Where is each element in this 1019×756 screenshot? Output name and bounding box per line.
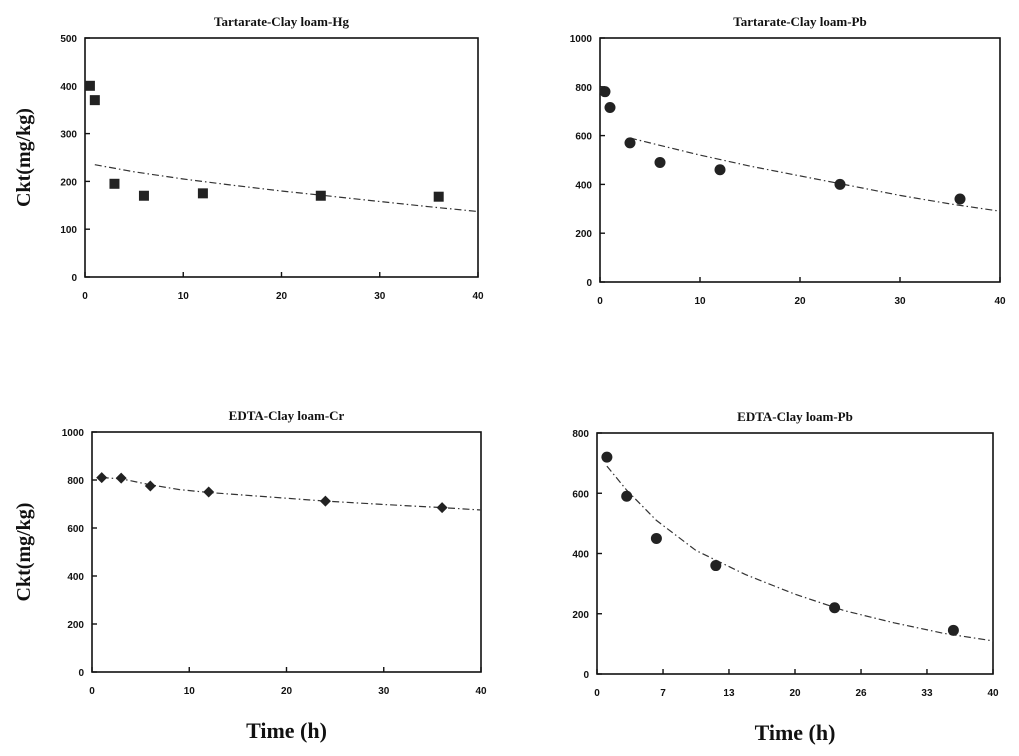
chart-title: Tartarate-Clay loam-Hg [214, 14, 349, 29]
data-point [203, 486, 215, 498]
x-tick-label: 0 [597, 296, 603, 307]
x-tick-label: 26 [855, 688, 867, 699]
y-tick-label: 1000 [62, 428, 85, 439]
x-tick-label: 40 [472, 291, 484, 302]
x-tick-label: 20 [794, 296, 806, 307]
x-tick-label: 33 [921, 688, 933, 699]
x-tick-label: 10 [184, 686, 196, 697]
data-point [601, 451, 613, 463]
y-tick-label: 600 [575, 132, 592, 143]
y-tick-label: 800 [67, 476, 84, 487]
data-point [829, 602, 841, 614]
x-tick-label: 30 [374, 291, 386, 302]
fit-curve [101, 477, 482, 511]
data-point [197, 188, 208, 199]
x-tick-label: 10 [694, 296, 706, 307]
x-tick-label: 13 [723, 688, 735, 699]
data-point [138, 190, 149, 201]
x-tick-label: 40 [994, 296, 1006, 307]
data-point [834, 178, 846, 190]
x-tick-label: 40 [475, 686, 487, 697]
chart-title: EDTA-Clay loam-Cr [229, 408, 345, 423]
x-tick-label: 7 [660, 688, 666, 699]
y-tick-label: 0 [586, 278, 592, 289]
y-tick-label: 800 [572, 429, 589, 440]
x-axis-label: Time (h) [755, 720, 836, 745]
chart-title: Tartarate-Clay loam-Pb [733, 14, 866, 29]
chart-panel-2: Tartarate-Clay loam-Pb 0 200 400 600 800 1000 0… [570, 14, 1006, 307]
data-point [115, 472, 127, 484]
x-tick-label: 10 [178, 291, 190, 302]
data-point [621, 490, 633, 502]
fit-curve [94, 164, 479, 213]
y-tick-label: 200 [60, 177, 77, 188]
y-tick-label: 400 [60, 82, 77, 93]
data-point [710, 560, 722, 572]
chart-panel-1: Tartarate-Clay loam-Hg 0 100 200 300 400 500 0 1… [13, 14, 484, 302]
fit-curve [606, 465, 994, 642]
y-tick-label: 800 [575, 83, 592, 94]
x-tick-label: 30 [378, 686, 390, 697]
y-tick-label: 400 [572, 550, 589, 561]
plot-frame [596, 432, 994, 675]
data-point [144, 480, 156, 492]
data-point [604, 102, 616, 114]
y-tick-label: 0 [71, 273, 77, 284]
y-tick-label: 200 [575, 229, 592, 240]
chart-panel-3: EDTA-Clay loam-Cr 0 200 400 600 800 1000 0 10 20 3… [13, 408, 487, 743]
fit-curve [629, 137, 1001, 212]
y-tick-label: 0 [583, 670, 589, 681]
x-tick-label: 40 [987, 688, 999, 699]
y-tick-label: 0 [78, 668, 84, 679]
data-point [433, 191, 444, 202]
x-tick-label: 20 [789, 688, 801, 699]
x-tick-label: 30 [894, 296, 906, 307]
plot-frame [84, 37, 479, 278]
x-tick-label: 0 [82, 291, 88, 302]
data-point [315, 190, 326, 201]
x-tick-label: 20 [281, 686, 293, 697]
data-point [954, 193, 966, 205]
data-point [599, 86, 611, 98]
y-tick-label: 100 [60, 225, 77, 236]
data-point [84, 80, 95, 91]
y-axis-label: Ckt(mg/kg) [13, 503, 35, 602]
data-point [89, 95, 100, 106]
data-point [624, 137, 636, 149]
y-tick-label: 500 [60, 34, 77, 45]
x-axis-label: Time (h) [246, 718, 327, 743]
chart-title: EDTA-Clay loam-Pb [737, 409, 853, 424]
y-tick-label: 300 [60, 130, 77, 141]
y-tick-label: 400 [67, 572, 84, 583]
data-point [654, 156, 666, 168]
chart-panel-4: EDTA-Clay loam-Pb 0 200 400 600 800 0 7 13 20 26 33… [572, 409, 999, 745]
plot-frame [91, 431, 482, 673]
y-tick-label: 200 [572, 610, 589, 621]
data-point [714, 164, 726, 176]
y-tick-label: 400 [575, 180, 592, 191]
data-point [650, 532, 662, 544]
data-point [109, 178, 120, 189]
y-tick-label: 600 [572, 489, 589, 500]
y-tick-label: 600 [67, 524, 84, 535]
x-tick-label: 20 [276, 291, 288, 302]
x-tick-label: 0 [89, 686, 95, 697]
data-point [96, 472, 108, 484]
data-point [947, 624, 959, 636]
data-point [319, 495, 331, 507]
data-point [436, 502, 448, 514]
y-tick-label: 1000 [570, 34, 593, 45]
y-axis-label: Ckt(mg/kg) [13, 108, 35, 207]
y-tick-label: 200 [67, 620, 84, 631]
x-tick-label: 0 [594, 688, 600, 699]
